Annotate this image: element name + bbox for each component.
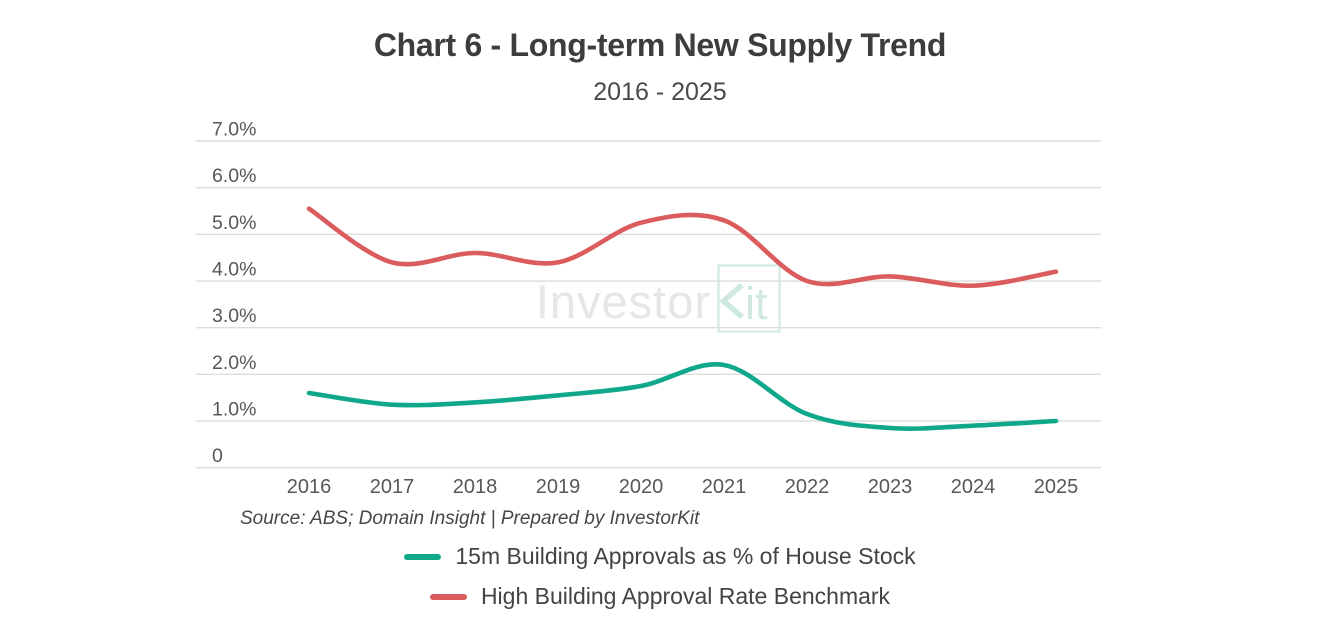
x-axis-labels: 2016 2017 2018 2019 2020 2021 2022 2023 2024 2025 [287,476,1079,498]
y-tick-label: 6.0% [212,165,256,187]
y-tick-label: 0 [212,445,223,467]
y-axis-labels: 0 1.0% 2.0% 3.0% 4.0% 5.0% 6.0% 7.0% [212,119,256,468]
x-tick-label: 2021 [702,476,747,498]
x-tick-label: 2020 [619,476,664,498]
legend-label-benchmark: High Building Approval Rate Benchmark [480,583,891,609]
y-tick-label: 5.0% [212,212,256,234]
x-tick-label: 2018 [453,476,498,498]
legend: 15m Building Approvals as % of House Sto… [0,543,1320,610]
chart-title: Chart 6 - Long-term New Supply Trend [373,27,947,63]
y-tick-label: 7.0% [212,119,256,141]
source-note: Source: ABS; Domain Insight | Prepared b… [240,508,700,529]
y-tick-label: 3.0% [212,305,256,327]
legend-swatch-green-icon [404,553,442,560]
legend-item-benchmark: High Building Approval Rate Benchmark [429,583,891,610]
watermark-k-icon [719,282,744,320]
series-line-approvals [306,362,1059,431]
watermark-box [717,264,781,333]
x-tick-label: 2023 [868,476,913,498]
legend-item-approvals: 15m Building Approvals as % of House Sto… [404,543,916,570]
y-tick-label: 1.0% [212,399,256,421]
x-tick-label: 2017 [370,476,415,498]
x-tick-label: 2016 [287,476,332,498]
x-tick-label: 2019 [536,476,581,498]
watermark-text-gray: Investor [536,275,711,328]
x-tick-label: 2024 [951,476,996,498]
x-tick-label: 2025 [1034,476,1079,498]
watermark: Investor it [536,264,781,333]
x-tick-label: 2022 [785,476,830,498]
legend-swatch-red-icon [429,593,467,600]
legend-label-approvals: 15m Building Approvals as % of House Sto… [455,543,916,569]
y-tick-label: 4.0% [212,259,256,281]
y-tick-label: 2.0% [212,352,256,374]
watermark-text-mint: it [745,278,768,329]
chart-subtitle: 2016 - 2025 [593,78,727,106]
series-line-benchmark [306,206,1059,289]
